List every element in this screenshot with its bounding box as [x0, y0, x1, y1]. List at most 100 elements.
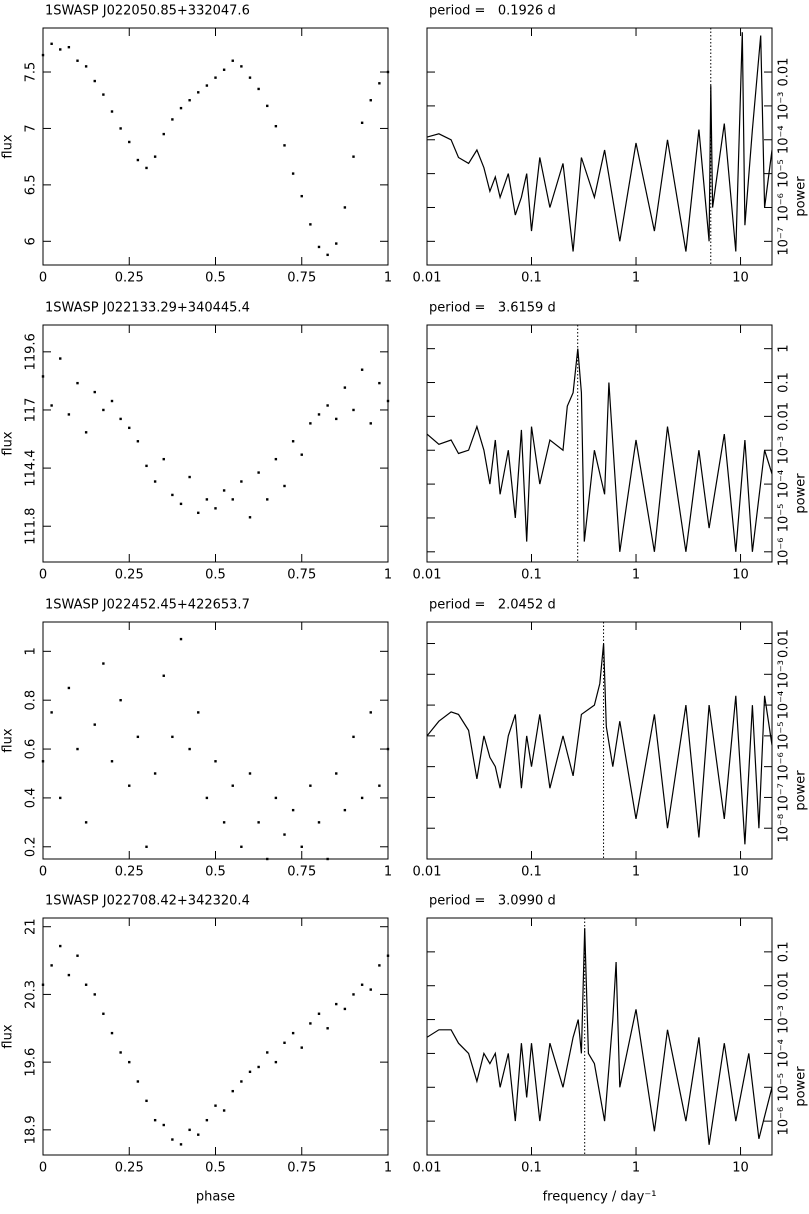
data-point	[326, 404, 329, 407]
data-point	[360, 368, 364, 371]
data-point	[343, 1007, 347, 1011]
y-tick-label: 21	[24, 918, 39, 935]
data-point	[162, 674, 165, 677]
data-point	[110, 760, 114, 763]
y-axis-label: power	[794, 176, 809, 217]
plot-frame	[426, 917, 773, 1156]
data-point	[145, 845, 148, 848]
data-point	[222, 1109, 226, 1112]
data-point	[335, 772, 338, 775]
data-point	[248, 516, 252, 519]
data-point	[266, 104, 269, 108]
data-point	[352, 735, 355, 739]
data-point	[205, 1118, 209, 1122]
data-point	[309, 1022, 312, 1025]
panel-title: 1SWASP J022133.29+340445.4	[45, 301, 250, 316]
data-point	[369, 99, 372, 102]
data-point	[214, 1104, 217, 1107]
data-point	[300, 845, 303, 848]
data-point	[335, 1002, 338, 1006]
y-tick-label: 7.5	[24, 62, 39, 83]
y-tick-label: 10⁻³	[777, 436, 792, 465]
data-point	[50, 711, 53, 714]
data-point	[214, 76, 217, 79]
data-point	[386, 399, 390, 403]
data-point	[188, 99, 191, 102]
data-point	[274, 124, 278, 128]
panel: period = 2.0452 d0.01 0.1 1 1010⁻⁸10⁻⁷10⁻⁶1…	[413, 598, 809, 880]
data-point	[360, 121, 364, 124]
data-point	[352, 155, 355, 158]
data-point	[197, 511, 200, 515]
x-tick-label: 0	[39, 1161, 47, 1176]
data-point	[171, 735, 174, 739]
x-tick-label: 1	[632, 1161, 640, 1176]
data-point	[153, 1118, 157, 1122]
data-point	[231, 59, 234, 62]
data-point	[119, 417, 122, 421]
y-axis-label: power	[794, 1066, 809, 1107]
panel-title: period = 3.6159 d	[429, 301, 556, 316]
x-axis-label: phase	[196, 1190, 235, 1205]
data-point	[41, 375, 45, 378]
data-point	[240, 480, 243, 483]
data-point	[102, 662, 105, 665]
y-tick-label: 7	[24, 124, 39, 132]
data-point	[274, 1060, 278, 1064]
x-tick-label: 0.25	[115, 865, 144, 880]
data-point	[59, 796, 62, 800]
y-tick-label: 111.8	[24, 508, 39, 545]
panel: 1SWASP J022050.85+332047.6 0 0.25 0.5 0.75 1 6…	[1, 4, 393, 286]
data-point	[59, 48, 62, 51]
x-tick-label: 0.75	[287, 271, 316, 286]
x-tick-label: 0.1	[521, 865, 542, 880]
data-point	[153, 155, 157, 158]
panel: 1SWASP J022452.45+422653.7 0 0.25 0.5 0.75 1 0…	[1, 598, 393, 880]
data-point	[162, 132, 165, 136]
data-point	[145, 464, 148, 468]
data-point	[214, 760, 217, 763]
x-tick-label: 0.5	[205, 271, 226, 286]
y-tick-label: 10⁻⁴	[777, 1039, 792, 1068]
y-tick-label: 6.5	[24, 175, 39, 196]
data-point	[67, 413, 71, 416]
data-point	[248, 1070, 252, 1074]
data-point	[128, 784, 131, 787]
data-point	[317, 413, 321, 416]
data-point	[240, 1080, 243, 1083]
y-tick-label: 10⁻⁵	[777, 722, 792, 751]
power-line	[427, 32, 772, 252]
y-tick-label: 1	[24, 647, 39, 655]
x-tick-label: 0.5	[205, 1161, 226, 1176]
data-point	[197, 1133, 200, 1136]
data-point	[162, 457, 165, 461]
y-tick-label: 10⁻⁶	[777, 1107, 792, 1136]
data-point	[119, 127, 122, 130]
power-line	[427, 928, 772, 1145]
data-point	[102, 93, 105, 96]
x-tick-label: 0.25	[115, 271, 144, 286]
y-tick-label: 10⁻⁴	[777, 125, 792, 154]
data-point	[378, 964, 381, 967]
data-point	[179, 106, 183, 110]
panel-title: period = 3.0990 d	[429, 894, 556, 909]
data-point	[291, 440, 295, 443]
y-axis-label: flux	[1, 431, 16, 455]
x-tick-label: 0.75	[287, 568, 316, 583]
data-point	[352, 993, 355, 996]
y-tick-label: 1	[777, 345, 792, 353]
data-point	[283, 1041, 286, 1044]
data-point	[128, 1060, 131, 1064]
data-point	[50, 964, 53, 967]
x-axis-label: frequency / day⁻¹	[543, 1190, 657, 1205]
y-axis-label: flux	[1, 1024, 16, 1048]
data-point	[197, 711, 200, 714]
data-point	[214, 507, 217, 510]
y-tick-label: 114.4	[24, 449, 39, 486]
data-point	[317, 1012, 321, 1015]
data-point	[240, 65, 243, 68]
x-tick-label: 0.5	[205, 865, 226, 880]
data-point	[222, 821, 226, 824]
data-point	[386, 70, 390, 74]
